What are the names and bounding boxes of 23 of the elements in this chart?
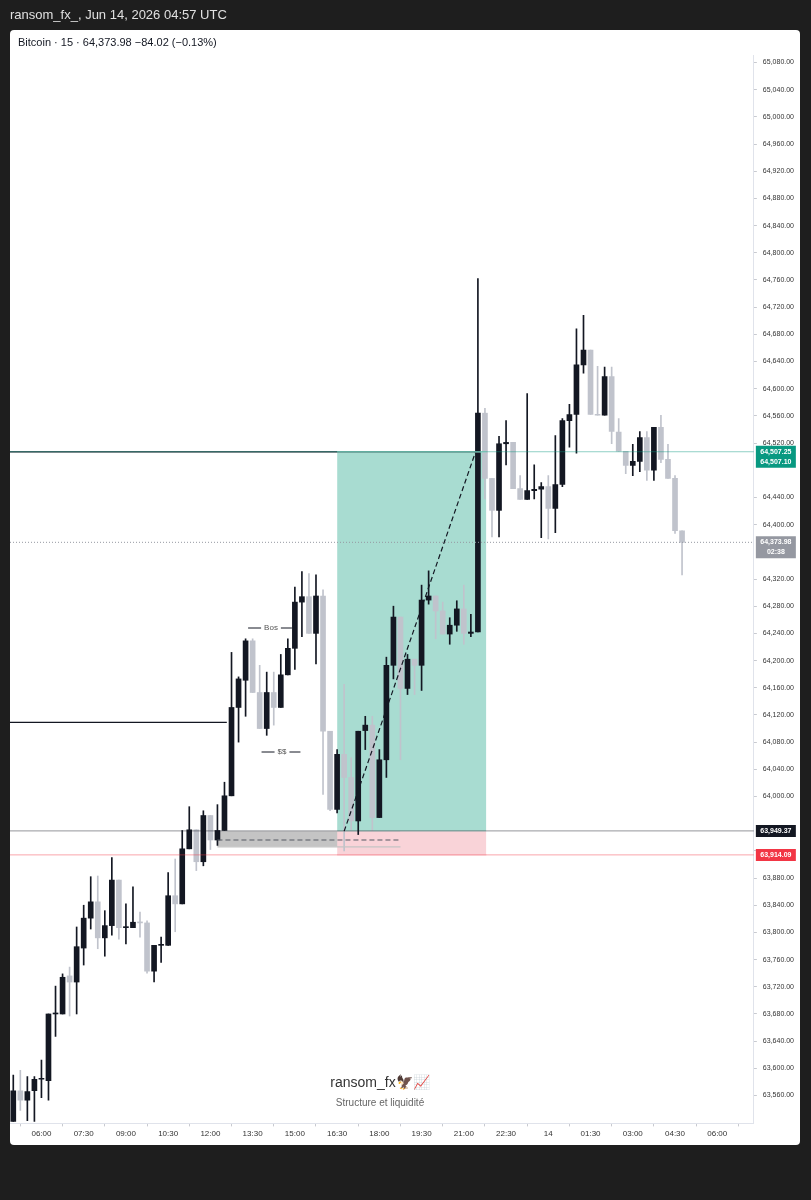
chart-title: Bitcoin · 15 · 64,373.98 −84.02 (−0.13%): [18, 36, 217, 49]
x-tick-label: 06:00: [31, 1129, 52, 1139]
x-tick-label: 14: [543, 1129, 554, 1139]
x-tick-label: 10:30: [158, 1129, 179, 1139]
x-tick-label: 09:00: [115, 1129, 137, 1139]
x-tick-label: 13:30: [242, 1129, 264, 1139]
x-tick-label: 15:00: [284, 1129, 306, 1139]
x-tick-label: 01:30: [580, 1129, 602, 1139]
x-tick-label: 03:00: [622, 1129, 644, 1139]
x-tick-label: 06:00: [707, 1129, 728, 1139]
x-tick-label: 18:00: [369, 1129, 390, 1139]
x-tick-label: 16:30: [327, 1129, 348, 1139]
x-tick-label: 21:00: [453, 1129, 475, 1139]
annotation: ransom_fx🦅📈: [330, 1073, 430, 1092]
annotation: Structure et liquidité: [335, 1097, 425, 1109]
x-tick-label: 04:30: [665, 1129, 686, 1139]
text: ransom_fx_, Jun 14, 2026 04:57 UTC: [10, 6, 227, 22]
x-tick-label: 12:00: [200, 1129, 221, 1139]
x-tick-label: 19:30: [411, 1129, 433, 1139]
annotation: $$: [277, 747, 287, 757]
annotation: Bos: [264, 623, 278, 633]
x-tick-label: 22:30: [496, 1129, 517, 1139]
x-tick-label: 07:30: [73, 1129, 95, 1139]
